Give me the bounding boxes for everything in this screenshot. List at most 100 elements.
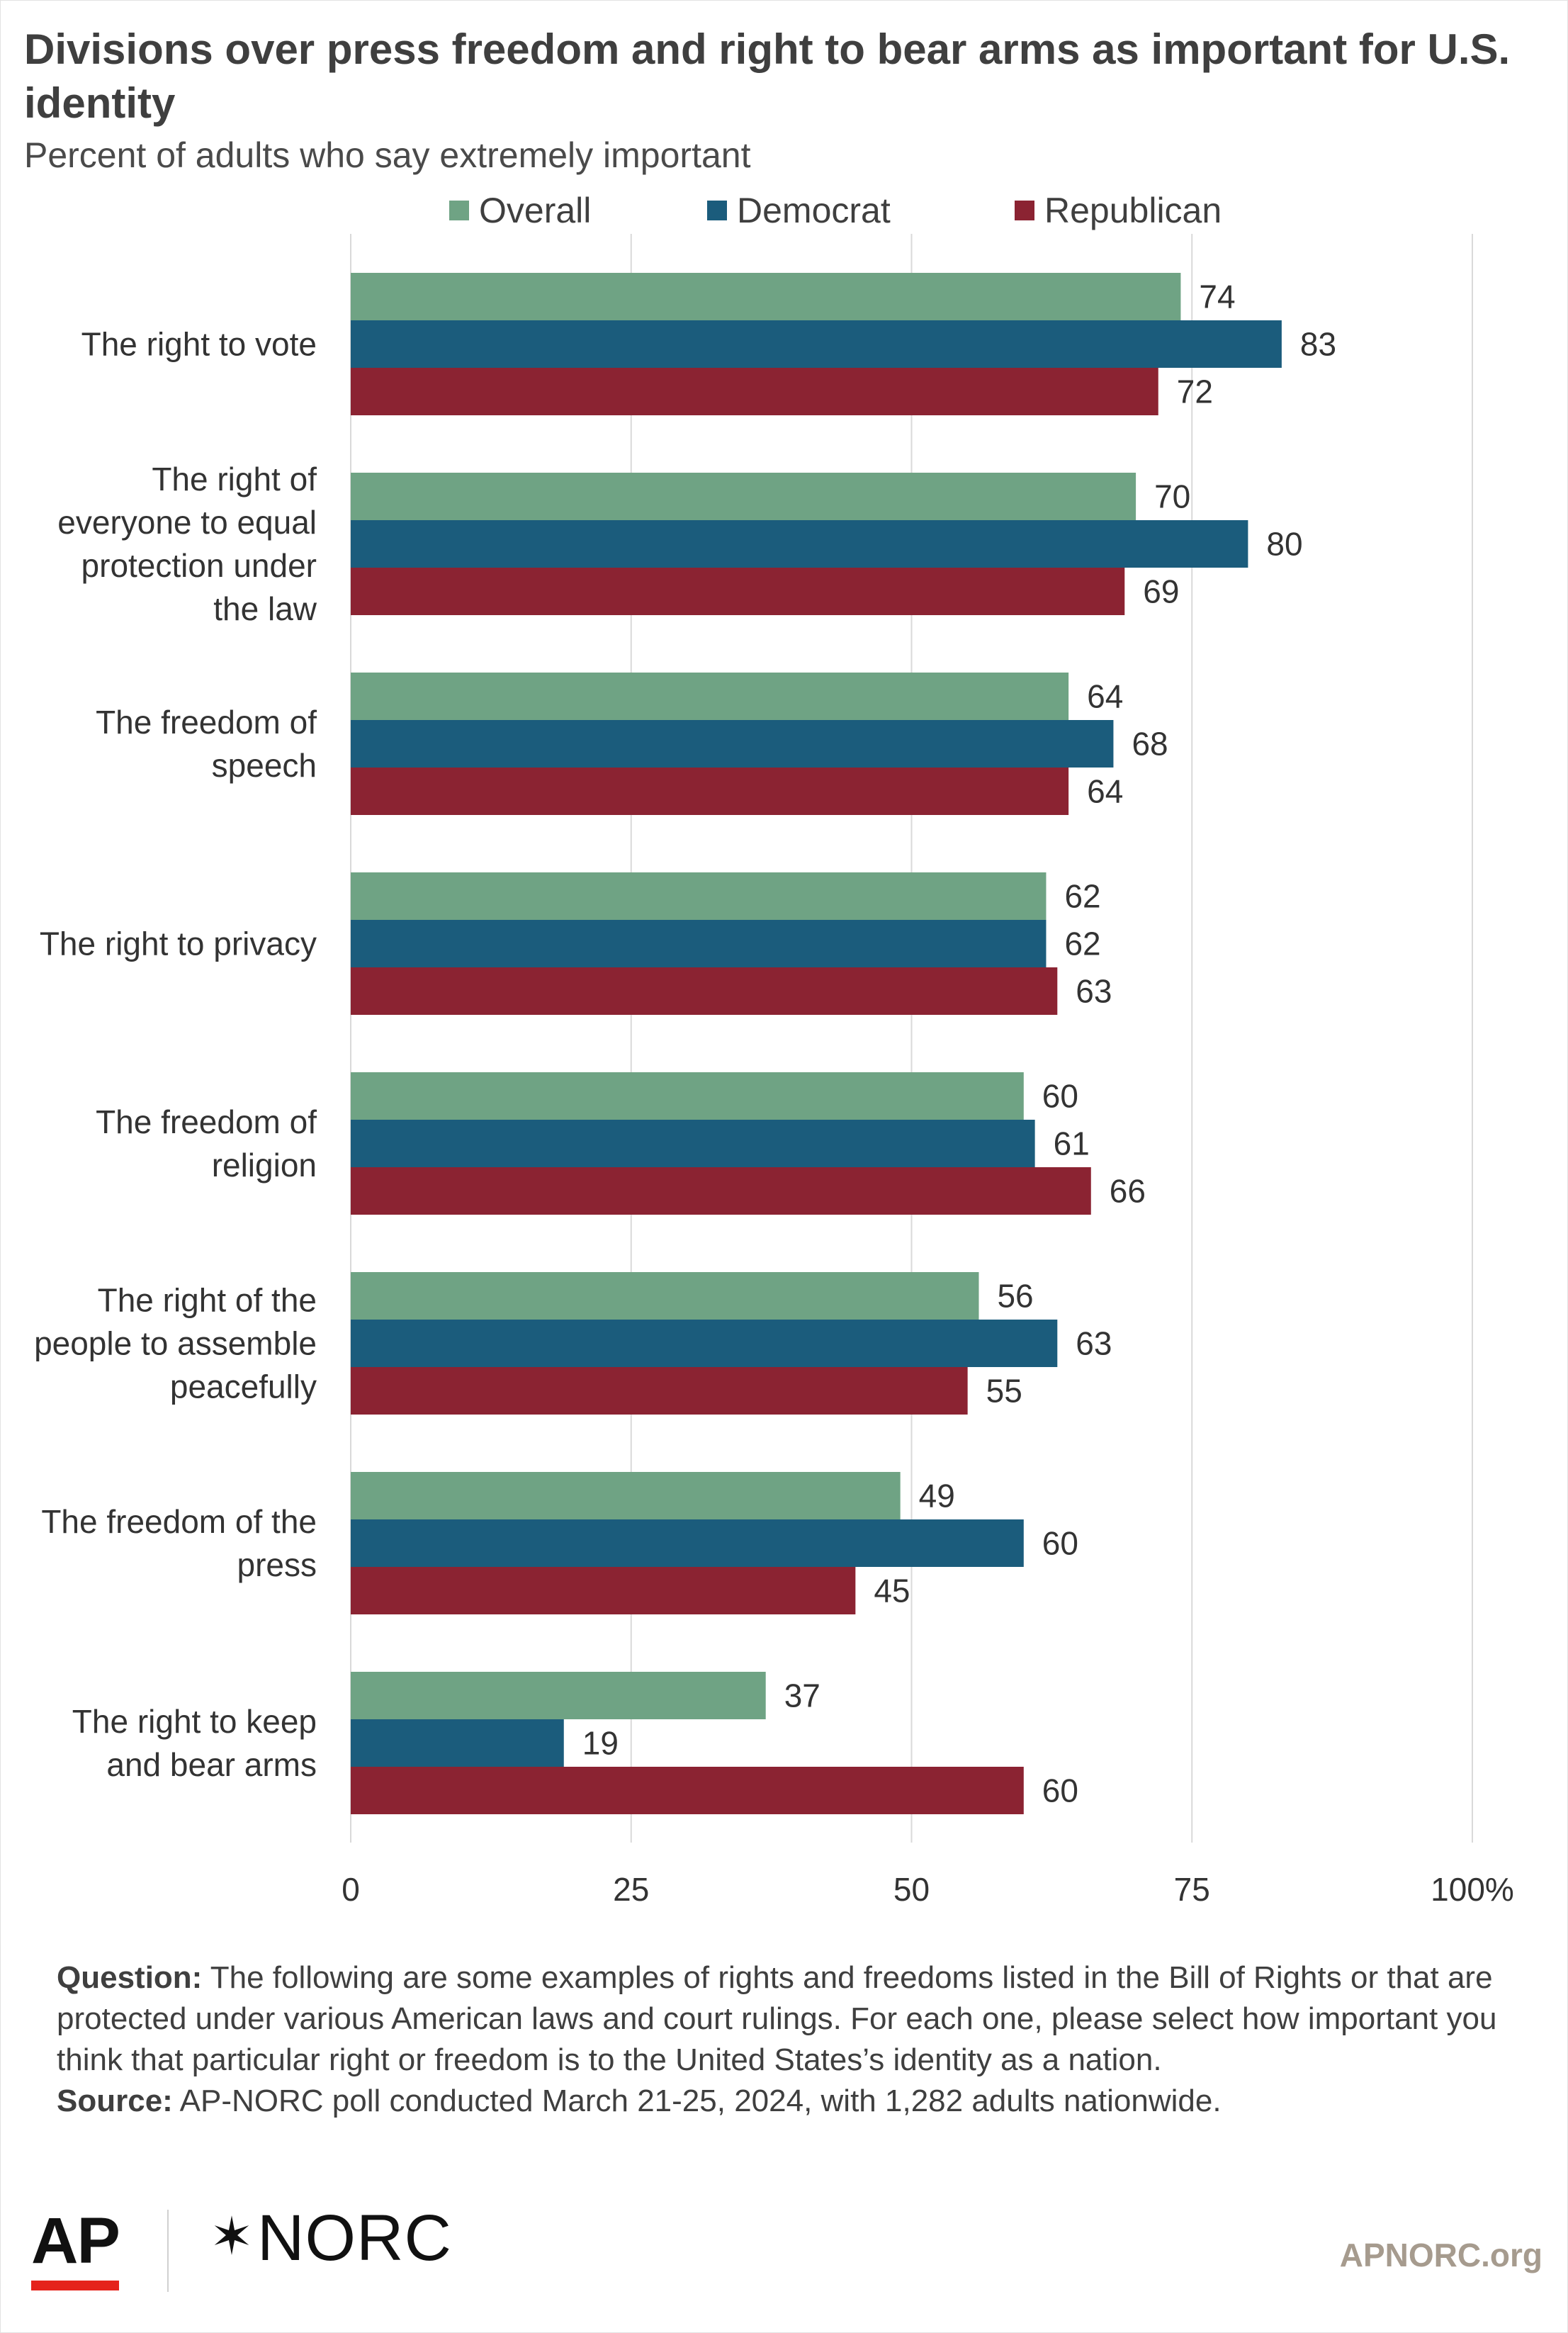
bar (351, 872, 1047, 920)
category-label-line: and bear arms (106, 1746, 317, 1783)
category-label-line: The right of the (98, 1282, 317, 1319)
category-label: The freedom of speech (96, 704, 317, 784)
data-label: 19 (582, 1725, 619, 1762)
bar (351, 568, 1125, 615)
data-label: 72 (1177, 373, 1213, 410)
legend-swatch-democrat (707, 201, 727, 220)
legend-item-republican: Republican (1015, 186, 1222, 235)
norc-star-icon: ✶ (210, 2207, 255, 2266)
data-label: 56 (997, 1278, 1033, 1315)
bar (351, 1672, 766, 1719)
data-label: 62 (1064, 926, 1100, 962)
source-text: AP-NORC poll conducted March 21-25, 2024… (172, 2084, 1222, 2118)
ap-logo-underline (31, 2281, 119, 2290)
bar (351, 1519, 1024, 1567)
chart-title: Divisions over press freedom and right t… (24, 26, 1511, 127)
x-tick-label: 50 (893, 1871, 930, 1908)
bar (351, 1367, 968, 1415)
category-label-line: The right to privacy (40, 926, 317, 962)
x-tick-label: 0 (342, 1871, 360, 1908)
data-label: 49 (919, 1478, 955, 1514)
ap-logo: AP (31, 2205, 120, 2277)
norc-logo-text: NORC (257, 2202, 452, 2274)
site-link[interactable]: APNORC.org (1339, 2237, 1542, 2273)
category-label-line: press (237, 1546, 317, 1583)
footnote: Question: The following are some example… (57, 1957, 1545, 2122)
data-label: 68 (1132, 726, 1168, 763)
data-label: 69 (1143, 573, 1179, 610)
legend-item-democrat: Democrat (707, 186, 891, 235)
footer-divider (167, 2210, 169, 2292)
bar (351, 720, 1114, 768)
category-label-line: speech (212, 747, 317, 784)
category-label-line: everyone to equal (57, 504, 317, 541)
category-label-line: the law (213, 590, 317, 627)
x-tick-label: 100% (1431, 1871, 1514, 1908)
data-label: 63 (1076, 1325, 1112, 1362)
category-label: The freedom of the press (41, 1503, 317, 1583)
data-label: 63 (1076, 973, 1112, 1010)
bar (351, 768, 1069, 815)
question-text: The following are some examples of right… (57, 1960, 1497, 2077)
legend-label-republican: Republican (1044, 191, 1222, 230)
bar (351, 273, 1181, 320)
category-label-line: The right to keep (72, 1703, 317, 1740)
legend: Overall Democrat Republican (0, 186, 1568, 235)
category-label: The right to vote (81, 326, 317, 363)
category-label-line: people to assemble (34, 1325, 317, 1362)
norc-logo: ✶NORC (210, 2201, 452, 2273)
bar (351, 673, 1069, 720)
bar (351, 1767, 1024, 1814)
category-label: The right to keep and bear arms (72, 1703, 317, 1783)
bar (351, 1320, 1058, 1367)
data-label: 55 (986, 1373, 1022, 1410)
data-label: 64 (1087, 773, 1123, 810)
legend-item-overall: Overall (449, 186, 591, 235)
legend-label-overall: Overall (479, 191, 592, 230)
category-label-line: peacefully (170, 1368, 317, 1405)
data-label: 80 (1266, 526, 1302, 563)
x-tick-label: 75 (1174, 1871, 1210, 1908)
question-label: Question: (57, 1960, 203, 1995)
data-label: 83 (1300, 326, 1336, 363)
data-label: 64 (1087, 678, 1123, 715)
category-label-line: protection under (81, 547, 317, 584)
category-label-line: The freedom of (96, 704, 317, 741)
bar (351, 1072, 1024, 1120)
category-label-line: religion (212, 1147, 317, 1184)
bar (351, 368, 1158, 415)
data-label: 74 (1199, 279, 1235, 315)
bar (351, 1167, 1091, 1215)
category-label-line: The right to vote (81, 326, 317, 363)
category-label: The right of the people to assemble peacef… (34, 1282, 317, 1405)
chart-subtitle: Percent of adults who say extremely impo… (24, 135, 751, 175)
bar (351, 1272, 979, 1320)
x-tick-label: 25 (613, 1871, 649, 1908)
data-label: 70 (1154, 478, 1190, 515)
data-label: 60 (1042, 1078, 1078, 1115)
category-label-line: The freedom of the (41, 1503, 317, 1540)
legend-swatch-republican (1015, 201, 1034, 220)
data-label: 37 (784, 1677, 820, 1714)
bar (351, 1472, 901, 1519)
bar (351, 1567, 856, 1614)
category-label-line: The right of (152, 461, 317, 497)
data-label: 60 (1042, 1525, 1078, 1562)
data-label: 62 (1064, 878, 1100, 915)
bar-chart: 74 83 72 The right to vote 70 80 69 The right o… (34, 234, 1514, 1908)
bar (351, 967, 1058, 1015)
bar (351, 1120, 1035, 1167)
legend-label-democrat: Democrat (737, 191, 891, 230)
category-label: The right to privacy (40, 926, 317, 962)
bar (351, 520, 1248, 568)
category-label: The right of everyone to equal protection … (57, 461, 317, 627)
bar (351, 920, 1047, 967)
bar (351, 320, 1282, 368)
data-label: 61 (1054, 1125, 1090, 1162)
data-label: 66 (1110, 1173, 1146, 1210)
bar (351, 473, 1136, 520)
bar (351, 1719, 564, 1767)
category-label-line: The freedom of (96, 1103, 317, 1140)
source-label: Source: (57, 2084, 173, 2118)
legend-swatch-overall (449, 201, 469, 220)
